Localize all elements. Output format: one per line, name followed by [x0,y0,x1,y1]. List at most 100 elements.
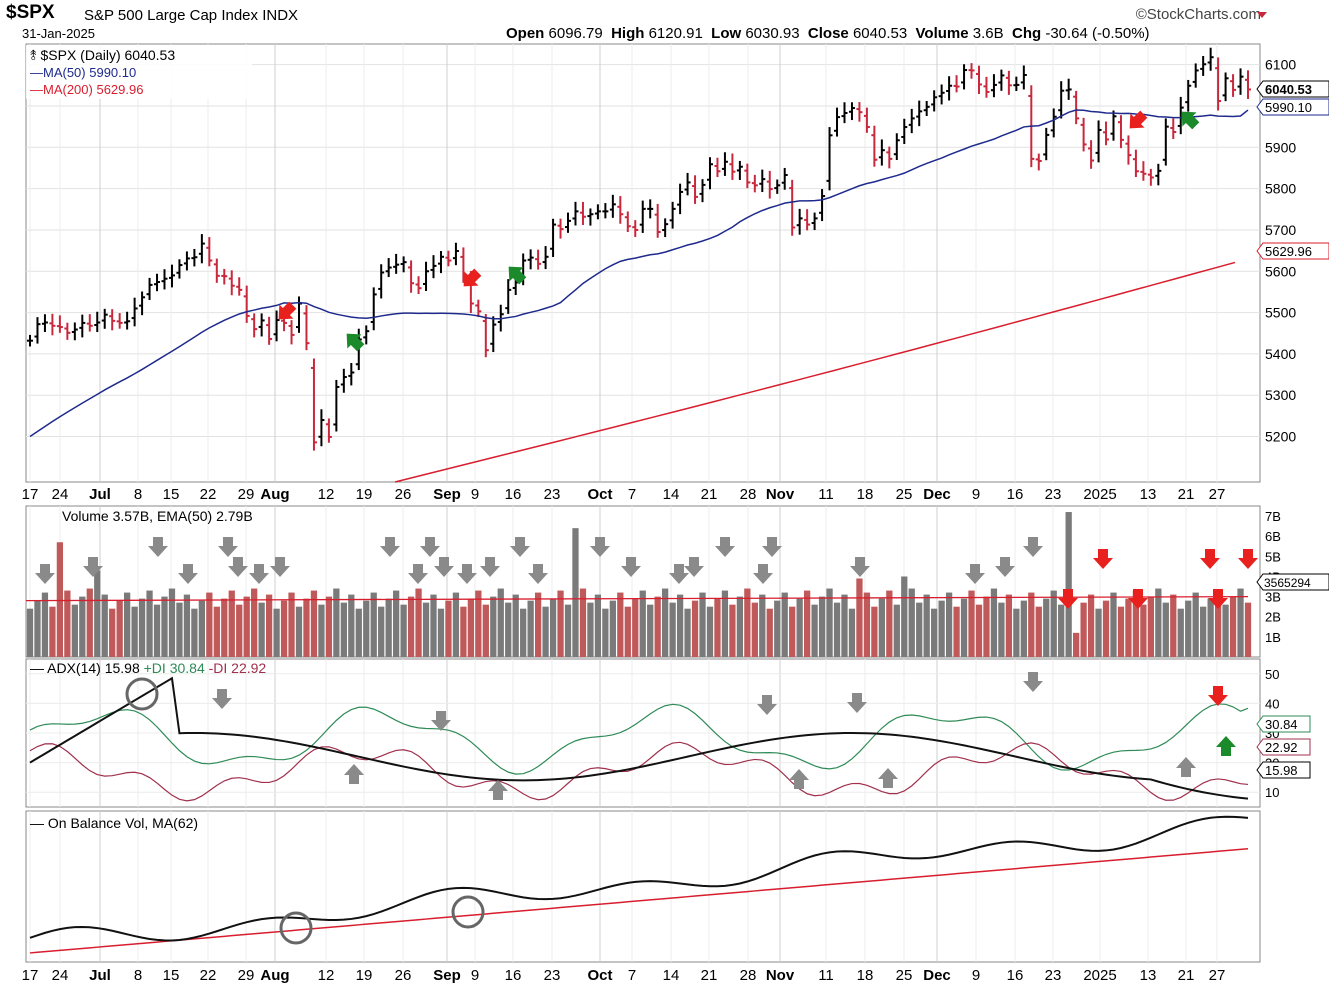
ohlc-bar [826,127,833,191]
date-tick-label: 16 [505,967,522,984]
volume-bar [1110,592,1117,657]
ohlc-bar [176,259,183,279]
date-tick-label: 23 [1045,967,1062,984]
date-tick-label: 7 [628,486,636,503]
sell-signal-arrow-icon-shape [1129,110,1148,129]
volume-signal-arrow-icon-shape [249,564,269,584]
date-tick-label: 11 [818,486,834,503]
ohlc-bar [624,211,631,233]
volume-signal-arrow-icon-shape [621,557,641,577]
ohlc-bar [878,139,885,166]
volume-bar [968,590,975,657]
ohlc-bar [946,76,953,101]
svg-text:—MA(50) 5990.10: —MA(50) 5990.10 [30,65,136,80]
ohlc-bar [848,102,855,121]
chg-value: -30.64 (-0.50%) [1045,25,1150,42]
ohlc-bar [79,314,86,338]
ohlc-bar [535,249,542,270]
volume-bar [363,600,370,657]
buy-signal-arrow-icon [508,266,527,285]
volume-bar [452,592,460,657]
ohlc-bar [71,322,78,341]
date-tick-label: 21 [1178,967,1195,984]
volume-bar [744,588,751,657]
ohlc-bar [961,64,968,90]
volume-bar [505,602,512,657]
date-tick-label: 14 [663,967,680,984]
ohlc-bar [475,299,482,318]
ohlc-bar [565,212,572,233]
buy-signal-arrow-icon-shape [1181,111,1200,130]
adx-legend-label: ADX(14) 15.98 [47,660,140,676]
sell-signal-arrow-icon [1129,110,1148,129]
ohlc-bar [1162,118,1169,166]
volume-signal-arrow-icon [1093,549,1113,569]
open-label: Open [506,25,545,42]
buy-signal-arrow-icon [1181,111,1200,130]
ohlc-bar [774,179,781,194]
volume-signal-arrow-icon-shape [178,564,198,584]
price-tick-label: 6100 [1265,57,1296,73]
adx-signal-arrow-icon [344,764,364,784]
ma200-badge-text: 5629.96 [1265,244,1312,259]
volume-signal-arrow-icon [148,537,168,557]
volume-badge: 3565294 [1256,573,1329,591]
volume-signal-arrow-icon [510,537,530,557]
adx-signal-arrow-icon-shape [212,689,232,709]
ohlc-bar [796,208,803,235]
volume-bar [348,594,355,657]
brand-logo[interactable]: ©StockCharts.com [1135,6,1261,23]
adx-tick-label: 50 [1265,667,1279,682]
ohlc-bar [766,170,773,199]
ma50-badge: 5990.10 [1256,98,1329,116]
date-tick-label: Jul [89,967,111,984]
date-tick-label: 8 [134,967,142,984]
volume-bar [430,594,437,657]
ohlc-bar [490,316,497,353]
volume-bar [938,600,945,657]
volume-bar [609,600,616,657]
volume-bar [213,606,220,657]
volume-signal-arrow-icon-shape [457,564,477,584]
ohlc-bar [901,118,908,144]
ohlc-bar [34,317,41,344]
ohlc-bar [1237,68,1244,95]
ohlc-bar [482,314,489,358]
ohlc-bar [385,258,392,278]
date-tick-label: 24 [52,486,69,503]
volume-bar [676,594,684,657]
volume-bar [400,604,407,657]
volume-bar [1050,590,1057,657]
ohlc-bar [871,125,878,167]
volume-bar [251,588,258,657]
volume-bar [1140,604,1147,657]
price-tick-label: 5200 [1265,429,1296,445]
volume-bar [101,594,108,657]
volume-bar [168,588,176,657]
ohlc-bar [49,313,56,336]
volume-signal-arrow-icon [995,557,1015,577]
ohlc-bar [363,325,370,345]
volume-bar [258,602,265,657]
date-tick-label: 26 [395,967,412,984]
dropdown-caret-icon[interactable] [1257,12,1267,18]
ohlc-bar [452,242,459,266]
volume-signal-arrow-icon [965,564,985,584]
volume-signal-arrow-icon [1238,549,1258,569]
volume-tick-label: 2B [1265,610,1281,625]
date-tick-label: 19 [356,967,373,984]
volume-signal-arrow-icon [420,537,440,557]
volume-bar [109,608,116,657]
ohlc-bar [423,261,430,291]
adx-signal-arrow-icon-shape [789,769,809,789]
ohlc-bar [587,208,594,226]
adx-signal-arrow-icon [847,693,867,713]
ohlc-bar [94,311,101,333]
volume-bar [916,602,923,657]
volume-bar [1177,608,1184,657]
volume-signal-arrow-icon-shape [1238,549,1258,569]
volume-bar [774,600,781,657]
ohlc-bar [863,107,870,133]
volume-bar [751,602,758,657]
volume-signal-arrow-icon-shape [228,557,248,577]
